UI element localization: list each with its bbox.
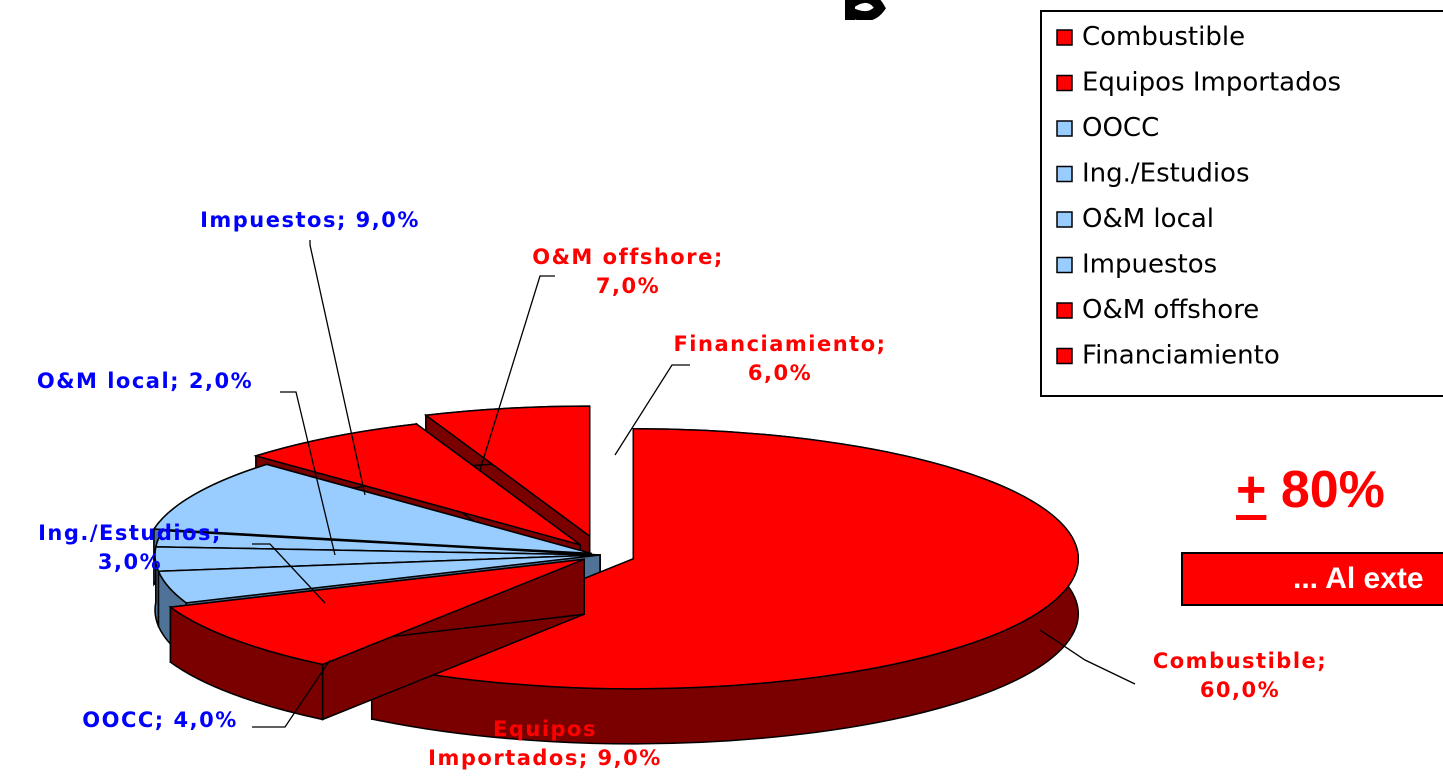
leader-lines <box>252 240 1136 728</box>
legend-label-impuestos: Impuestos <box>1082 250 1217 280</box>
data-label-equipos-importados: Equipos <box>493 717 597 741</box>
data-label-financiamiento-line2: 6,0% <box>748 361 812 385</box>
legend-label-oocc: OOCC <box>1082 113 1159 143</box>
legend-swatch-impuestos <box>1056 256 1073 274</box>
data-label-ing-estudios-line2: 3,0% <box>98 550 162 574</box>
legend-label-financiamiento: Financiamiento <box>1082 341 1280 371</box>
leader-line-ing-estudios <box>252 543 326 604</box>
callout-bar-text: ... Al exte <box>1293 562 1424 595</box>
data-label-impuestos: Impuestos; 9,0% <box>200 208 420 232</box>
legend-box <box>1040 10 1443 397</box>
data-label-oocc: OOCC; 4,0% <box>82 708 237 732</box>
data-label-financiamiento: Financiamiento; <box>673 332 886 356</box>
slice-labels: Combustible; 60,0% Equipos Importados; 9,0%… <box>37 208 1327 770</box>
leader-line-financiamiento <box>614 364 690 456</box>
legend-swatch-financiamiento <box>1056 347 1073 365</box>
legend-swatch-equipos-importados <box>1056 74 1073 92</box>
leader-line-o-m-local <box>280 391 336 556</box>
legend-label-o-m-offshore: O&M offshore <box>1082 295 1259 325</box>
legend: Combustible Equipos Importados OOCC Ing./Es… <box>1040 10 1443 397</box>
leader-line-o-m-offshore <box>479 275 555 471</box>
data-label-o-m-offshore: O&M offshore; <box>532 245 723 269</box>
callout-bar: ... Al exte <box>1181 552 1443 606</box>
callout-percent: + 80% <box>1236 460 1385 520</box>
legend-swatch-ing-estudios <box>1056 165 1073 183</box>
pie-slices <box>152 405 1080 745</box>
legend-swatch-oocc <box>1056 120 1073 137</box>
legend-swatch-o-m-local <box>1056 211 1073 228</box>
pie-slice-equipos-importados <box>168 558 585 721</box>
callout-percent-value: 80% <box>1266 461 1385 519</box>
legend-swatch-o-m-offshore <box>1056 302 1073 319</box>
title-fragment <box>845 0 886 20</box>
data-label-o-m-local: O&M local; 2,0% <box>37 369 253 393</box>
plus-minus-sign: + <box>1236 461 1267 519</box>
legend-label-combustible: Combustible <box>1082 22 1245 52</box>
data-label-combustible-line2: 60,0% <box>1200 678 1280 702</box>
legend-label-ing-estudios: Ing./Estudios <box>1082 159 1250 189</box>
leader-line-oocc <box>252 659 331 728</box>
legend-label-equipos-importados: Equipos Importados <box>1082 68 1341 98</box>
leader-line-combustible <box>1039 629 1136 685</box>
data-label-o-m-offshore-line2: 7,0% <box>596 274 660 298</box>
legend-label-o-m-local: O&M local <box>1082 204 1214 234</box>
leader-line-impuestos <box>309 240 366 496</box>
data-label-combustible: Combustible; <box>1153 649 1327 673</box>
legend-swatch-combustible <box>1056 29 1073 46</box>
data-label-ing-estudios: Ing./Estudios; <box>38 521 222 545</box>
data-label-equipos-importados-line2: Importados; 9,0% <box>428 746 662 770</box>
